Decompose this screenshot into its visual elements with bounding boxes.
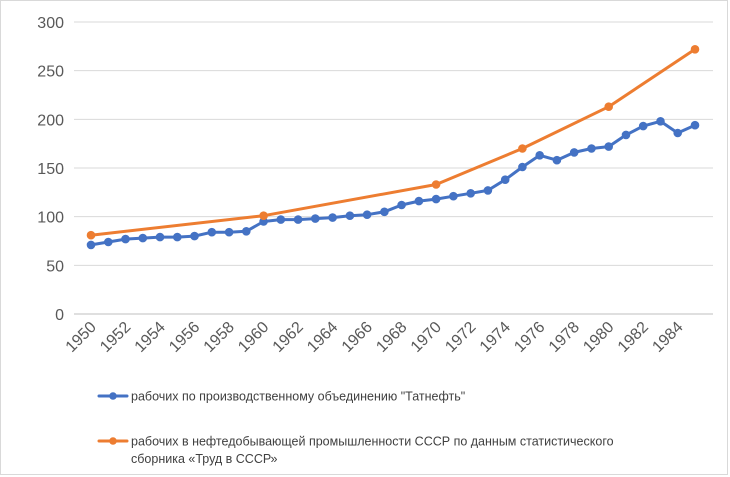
data-point xyxy=(207,227,217,237)
y-tick-label: 150 xyxy=(37,161,64,178)
x-tick-label: 1980 xyxy=(580,319,617,356)
x-tick-label: 1972 xyxy=(442,319,479,356)
data-point xyxy=(104,237,113,247)
y-axis-tick-labels: 0 50 100 150 200 250 300 xyxy=(37,15,64,324)
data-point xyxy=(86,230,96,240)
y-tick-label: 0 xyxy=(55,307,64,324)
data-point xyxy=(638,121,648,131)
data-point xyxy=(173,232,182,242)
data-point xyxy=(500,175,510,184)
data-point xyxy=(138,233,148,243)
data-point xyxy=(242,227,251,236)
data-point xyxy=(345,211,355,220)
x-tick-label: 1974 xyxy=(477,319,514,356)
data-point xyxy=(121,234,130,244)
data-point xyxy=(587,144,596,153)
data-point xyxy=(604,102,614,111)
data-point xyxy=(518,162,527,172)
x-tick-label: 1984 xyxy=(649,319,686,356)
x-tick-label: 1978 xyxy=(546,319,583,356)
legend-label-line: рабочих по производственному объединению… xyxy=(131,390,465,404)
x-tick-label: 1968 xyxy=(373,319,410,356)
x-tick-label: 1960 xyxy=(235,319,272,356)
legend-label-line: сборника «Труд в СССР» xyxy=(131,452,277,466)
data-point xyxy=(552,155,562,165)
series-line-2 xyxy=(89,47,697,237)
x-tick-label: 1954 xyxy=(132,319,169,356)
x-tick-label: 1976 xyxy=(511,319,548,356)
data-point xyxy=(414,196,424,206)
data-point xyxy=(328,213,337,222)
data-point xyxy=(293,215,303,224)
data-point xyxy=(190,231,199,241)
data-point xyxy=(362,210,372,219)
data-point xyxy=(431,194,441,204)
legend-marker-2 xyxy=(109,437,117,445)
data-point xyxy=(155,232,165,242)
x-tick-label: 1966 xyxy=(339,319,376,356)
x-tick-label: 1958 xyxy=(201,319,238,356)
x-tick-label: 1952 xyxy=(97,319,134,356)
legend: рабочих по производственному объединению… xyxy=(97,390,614,467)
data-point xyxy=(518,144,527,153)
y-tick-label: 50 xyxy=(46,258,64,275)
data-point xyxy=(449,191,458,201)
data-point xyxy=(673,128,683,138)
y-tick-label: 250 xyxy=(37,64,64,81)
legend-label-line: рабочих в нефтедобывающей промышленности… xyxy=(131,435,614,449)
data-point xyxy=(535,151,545,160)
series-layer xyxy=(86,45,700,250)
x-tick-label: 1956 xyxy=(166,319,203,356)
x-tick-label: 1970 xyxy=(408,319,445,356)
data-point xyxy=(621,130,631,140)
data-point xyxy=(431,180,441,189)
data-point xyxy=(569,148,579,157)
data-point xyxy=(259,211,268,220)
x-tick-label: 1962 xyxy=(270,319,307,356)
legend-marker-1 xyxy=(109,392,117,400)
data-point xyxy=(380,207,389,217)
data-point xyxy=(690,120,700,130)
y-tick-label: 300 xyxy=(37,15,64,32)
y-tick-label: 200 xyxy=(37,112,64,129)
x-tick-label: 1964 xyxy=(304,319,341,356)
x-axis-tick-labels: 1950195219541956195819601962196419661968… xyxy=(63,319,687,356)
data-point xyxy=(86,240,96,250)
x-tick-label: 1950 xyxy=(63,319,100,356)
data-point xyxy=(604,142,614,151)
x-tick-label: 1982 xyxy=(615,319,652,356)
gridlines xyxy=(74,21,713,315)
data-point xyxy=(397,200,406,210)
data-point xyxy=(656,117,665,126)
y-tick-label: 100 xyxy=(37,210,64,227)
legend-label-1: рабочих по производственному объединению… xyxy=(131,390,465,404)
data-point xyxy=(311,214,320,223)
data-point xyxy=(690,45,700,54)
data-point xyxy=(483,186,493,195)
data-point xyxy=(466,189,476,198)
data-point xyxy=(276,215,286,224)
legend-label-2: рабочих в нефтедобывающей промышленности… xyxy=(131,435,614,467)
data-point xyxy=(224,227,234,237)
